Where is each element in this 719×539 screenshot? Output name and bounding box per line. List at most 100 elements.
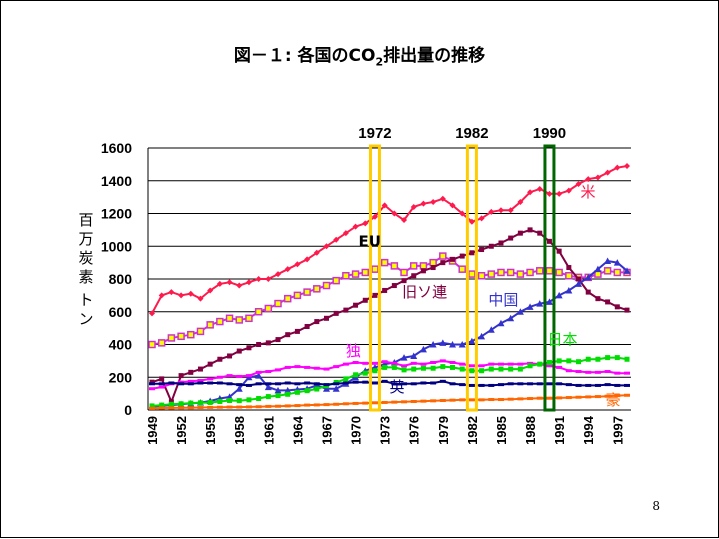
x-tick-label: 1973 (378, 416, 393, 445)
x-tick-label: 1976 (407, 416, 422, 445)
data-point (497, 268, 505, 277)
data-point (430, 199, 437, 206)
data-point (468, 218, 475, 225)
data-point (477, 271, 486, 280)
data-point (536, 185, 543, 192)
data-point (391, 283, 397, 289)
y-tick-label: 800 (109, 271, 133, 287)
data-point (517, 230, 523, 236)
data-point (624, 163, 630, 170)
data-point (216, 317, 224, 326)
data-point (526, 303, 534, 310)
data-point (614, 355, 620, 361)
data-point (382, 364, 388, 370)
data-point (332, 385, 340, 392)
data-point (148, 340, 156, 349)
y-tick-label: 1200 (101, 206, 132, 222)
data-point (323, 315, 329, 321)
x-tick-label: 1979 (436, 416, 451, 445)
data-point (333, 236, 340, 243)
data-point (226, 279, 233, 286)
data-point (168, 401, 174, 407)
data-point (624, 356, 630, 362)
data-point (420, 365, 426, 371)
x-tick-label: 1967 (319, 416, 334, 445)
y-tick-label: 400 (109, 337, 133, 353)
series-label: 米 (580, 183, 595, 201)
data-point (304, 256, 311, 263)
data-point (157, 339, 166, 347)
data-point (225, 314, 234, 323)
data-point (624, 307, 630, 313)
data-point (410, 352, 418, 359)
data-point (283, 294, 292, 303)
data-point (546, 190, 553, 197)
data-point (196, 327, 205, 336)
year-highlight-label: 1982 (455, 125, 488, 142)
data-point (594, 174, 601, 181)
data-point (430, 365, 436, 371)
data-point (517, 366, 523, 372)
data-point (401, 278, 407, 284)
data-point (390, 262, 399, 270)
data-point (459, 210, 466, 217)
data-point (178, 373, 184, 379)
y-axis-label-char: ト (78, 291, 93, 309)
data-point (585, 289, 591, 295)
data-point (488, 208, 495, 215)
data-point (391, 210, 398, 217)
data-point (207, 399, 213, 405)
data-point (411, 273, 417, 279)
data-point (411, 366, 417, 372)
data-point (235, 385, 243, 392)
data-point (178, 401, 184, 407)
y-tick-label: 600 (109, 304, 133, 320)
data-point (149, 310, 155, 317)
data-point (576, 359, 582, 365)
data-point (469, 250, 475, 256)
data-point (255, 372, 263, 379)
data-point (275, 337, 281, 343)
data-point (605, 355, 611, 361)
data-point (246, 345, 252, 351)
data-point (236, 398, 242, 404)
data-point (585, 356, 591, 362)
data-point (362, 370, 368, 376)
x-tick-label: 1994 (581, 415, 596, 445)
data-point (565, 271, 573, 280)
data-point (478, 215, 485, 222)
data-point (545, 298, 553, 305)
x-tick-label: 1982 (465, 416, 480, 445)
chart-title-suffix: 排出量の推移 (383, 46, 486, 66)
data-point (159, 402, 165, 408)
year-highlight-label: 1972 (358, 125, 391, 142)
data-point (595, 356, 601, 362)
data-point (468, 337, 476, 345)
data-point (556, 190, 563, 197)
data-point (362, 220, 369, 227)
data-point (507, 207, 514, 214)
data-point (478, 332, 486, 340)
data-point (294, 328, 300, 334)
data-point (304, 388, 310, 394)
data-point (498, 366, 504, 372)
data-point (323, 243, 330, 250)
y-tick-label: 1400 (101, 173, 132, 189)
data-point (217, 356, 223, 362)
data-point (498, 240, 504, 246)
data-point (459, 366, 465, 372)
gridlines (147, 147, 631, 411)
x-tick-label: 1988 (523, 416, 538, 445)
data-point (613, 268, 622, 277)
data-point (459, 253, 465, 259)
chart-title-main: 図－１: 各国のCO (233, 46, 376, 66)
data-point (351, 270, 360, 278)
series-label: 英 (390, 378, 405, 396)
data-point (449, 341, 457, 348)
year-highlights: 1972 1982 1990 (358, 125, 566, 412)
data-point (527, 227, 533, 233)
data-point (516, 270, 525, 278)
data-point (322, 385, 330, 392)
